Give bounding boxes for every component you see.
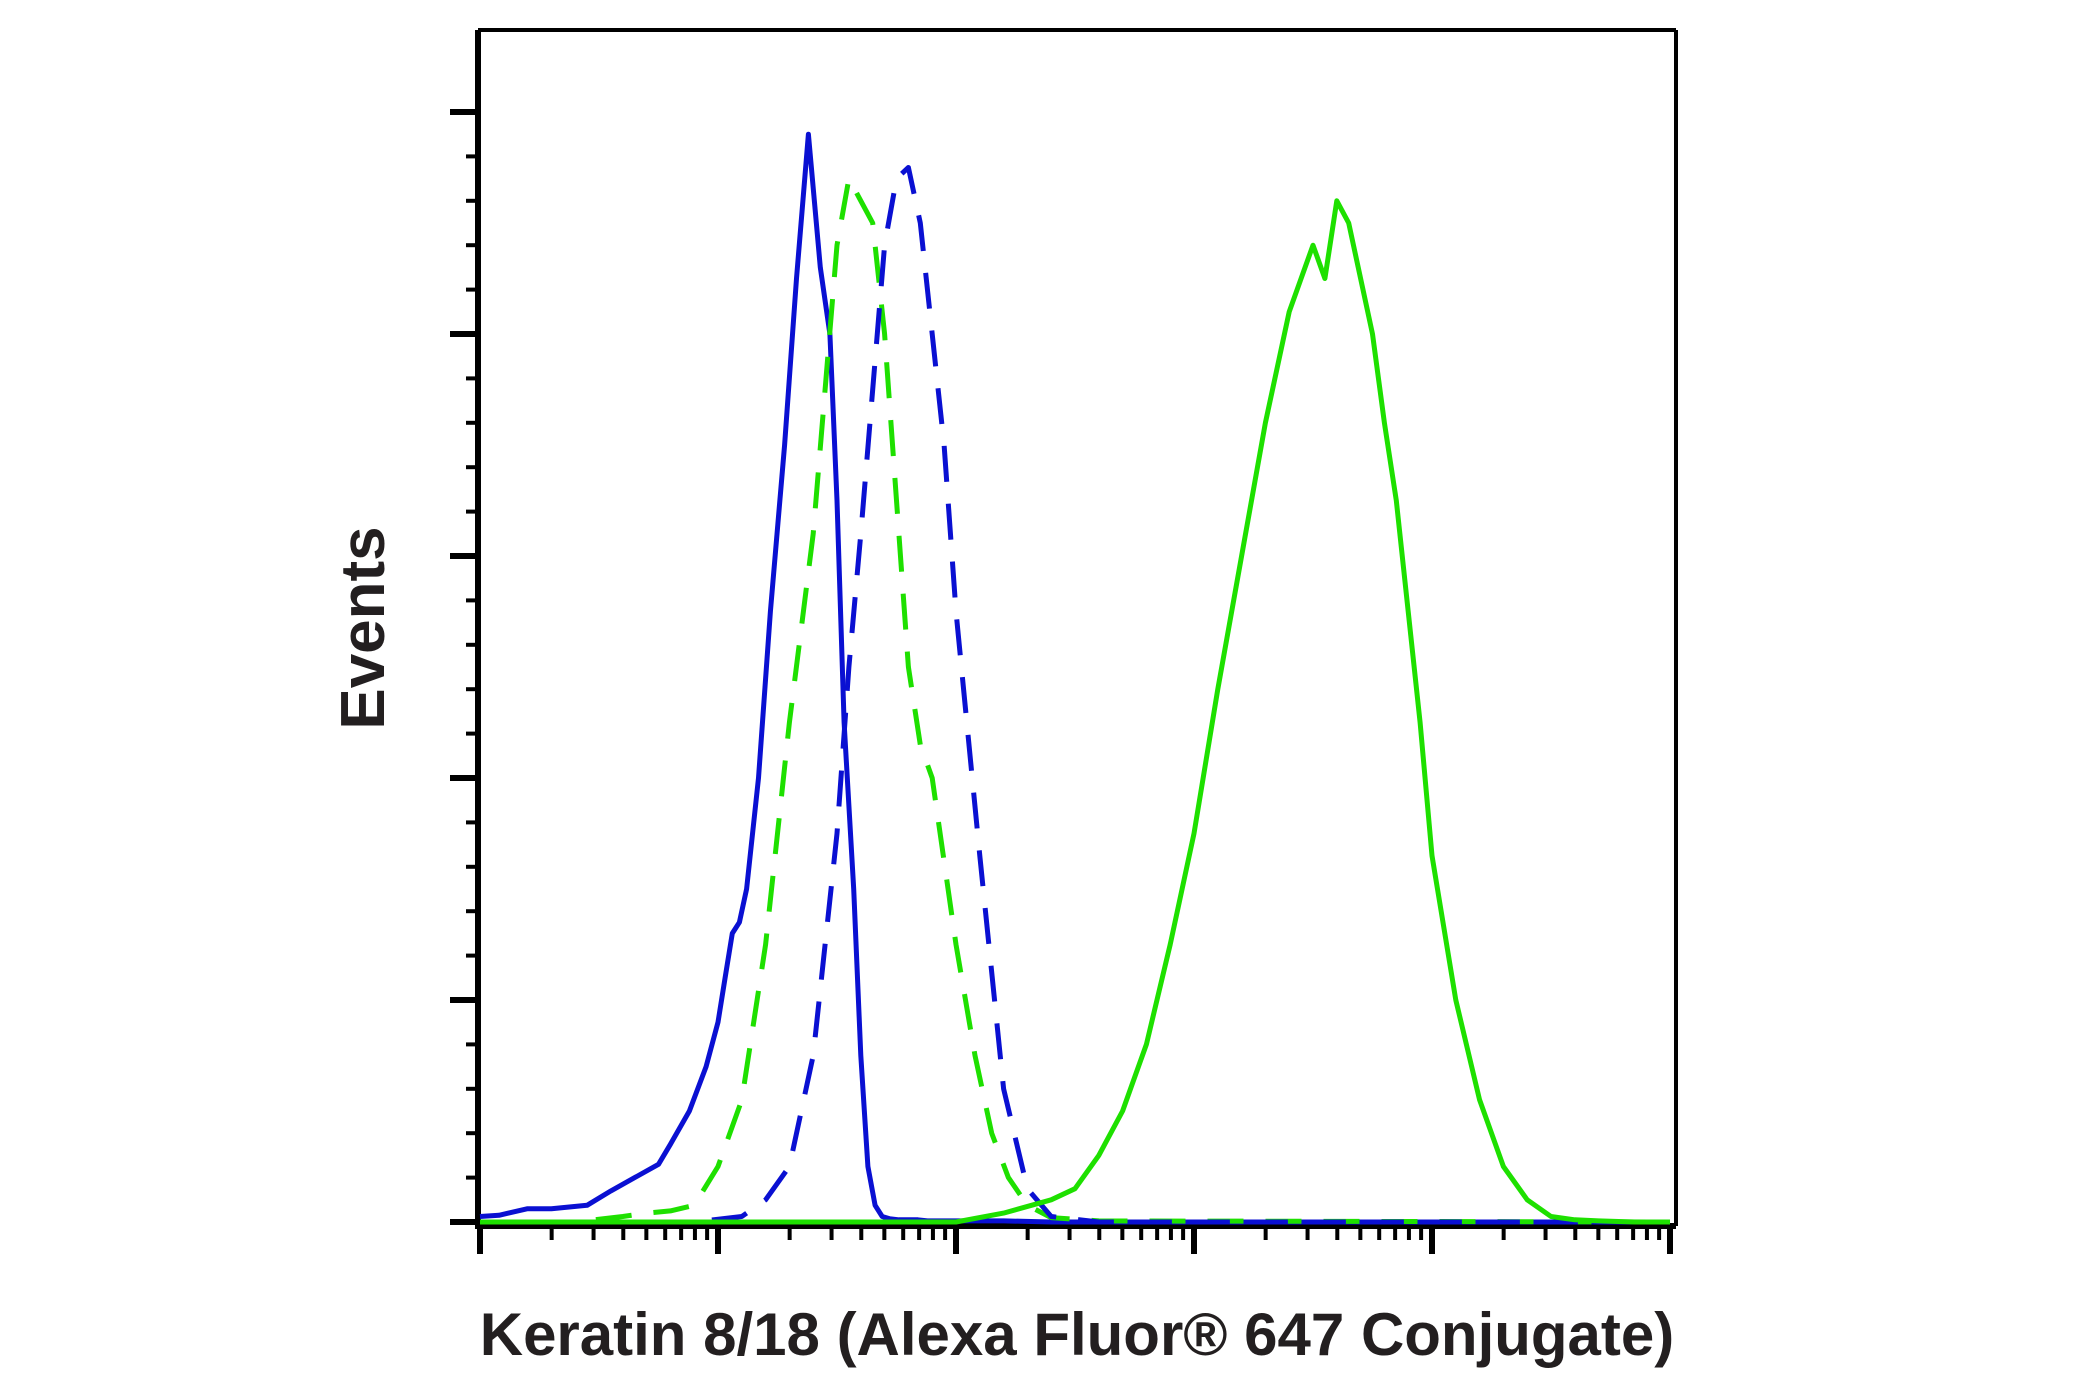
y-axis-title: Events <box>329 526 398 729</box>
series-blue-solid <box>479 131 1670 1225</box>
x-axis-title: Keratin 8/18 (Alexa Fluor® 647 Conjugate… <box>480 1301 1675 1368</box>
series-green-dashed <box>480 176 1671 1225</box>
series-green-solid <box>480 198 1670 1225</box>
y-axis-ticks <box>450 109 478 1225</box>
series-layer <box>479 131 1671 1225</box>
plot-frame <box>475 28 1678 1229</box>
series-blue-dashed <box>480 165 1670 1225</box>
x-axis-ticks <box>477 1226 1673 1254</box>
